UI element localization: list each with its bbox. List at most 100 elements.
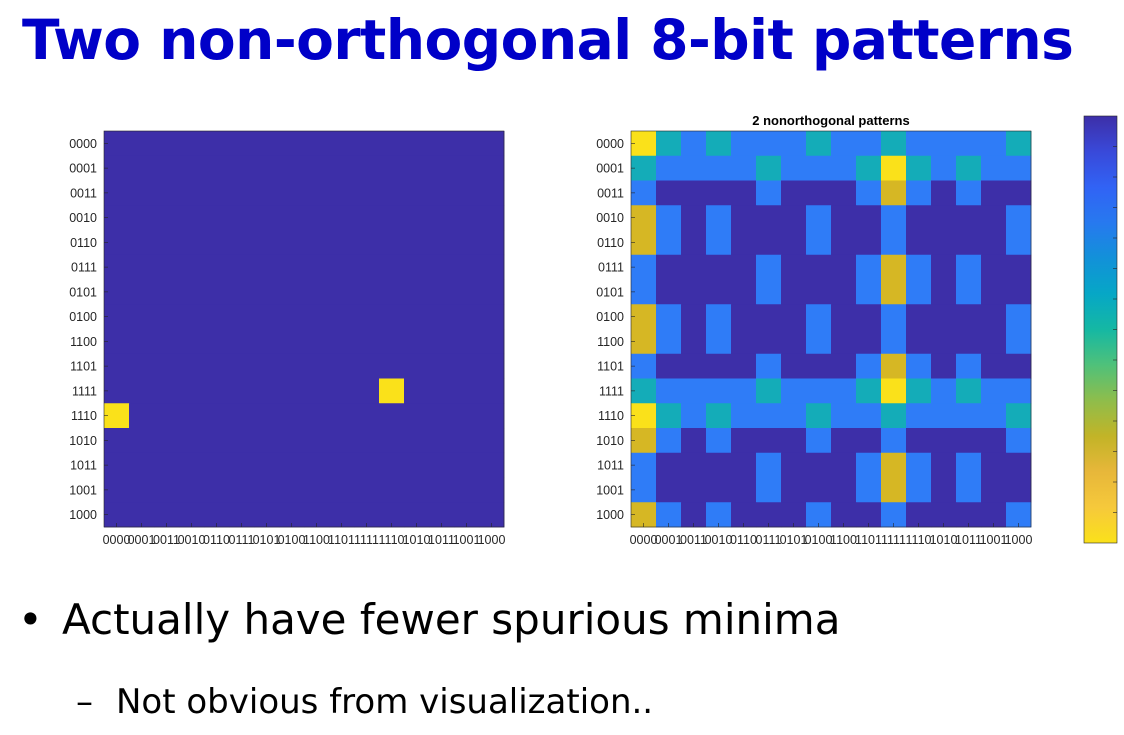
heatmap-cell (981, 452, 1007, 478)
heatmap-cell (681, 428, 707, 454)
heatmap-cell (279, 155, 305, 181)
colorbar-bar (1083, 115, 1118, 544)
heatmap-cell (706, 205, 732, 231)
heatmap-cell (931, 155, 957, 181)
heatmap-cell (154, 378, 180, 404)
bullet-text-2: Not obvious from visualization.. (116, 682, 654, 722)
heatmap-cell (179, 279, 205, 305)
heatmap-cell (731, 131, 757, 157)
heatmap-cell (104, 477, 130, 503)
heatmap-cell (229, 329, 255, 355)
heatmap-cell (129, 180, 155, 206)
heatmap-cell (706, 403, 732, 429)
heatmap-cell (631, 155, 657, 181)
heatmap-cell (756, 477, 782, 503)
heatmap-cell (706, 279, 732, 305)
heatmap-cell (379, 180, 405, 206)
heatmap-cell (379, 403, 405, 429)
heatmap-cell (906, 205, 932, 231)
heatmap-cell (254, 452, 280, 478)
heatmap-cell (831, 180, 857, 206)
y-tick-label: 0111 (71, 261, 97, 275)
heatmap-cell (279, 329, 305, 355)
heatmap-cell (656, 230, 682, 256)
heatmap-cell (856, 254, 882, 280)
heatmap-cell (229, 279, 255, 305)
heatmap-cell (856, 428, 882, 454)
heatmap-cell (329, 378, 355, 404)
heatmap-cell (329, 428, 355, 454)
heatmap-cell (404, 131, 430, 157)
heatmap-cell (781, 180, 807, 206)
heatmap-cell (254, 279, 280, 305)
heatmap-cell (204, 180, 230, 206)
y-tick-label: 0000 (596, 137, 624, 151)
heatmap-cell (656, 329, 682, 355)
heatmap-cell (931, 452, 957, 478)
heatmap-cell (731, 428, 757, 454)
heatmap-cell (781, 428, 807, 454)
heatmap-cell (479, 131, 505, 157)
heatmap-cell (204, 329, 230, 355)
heatmap-cell (731, 230, 757, 256)
heatmap-cell (404, 452, 430, 478)
heatmap-cell (179, 353, 205, 379)
x-tick-label: 1111 (354, 533, 379, 547)
heatmap-cell (354, 155, 380, 181)
heatmap-cell (981, 230, 1007, 256)
heatmap-cell (354, 131, 380, 157)
heatmap-cell (429, 205, 455, 231)
x-tick-label: 1100 (830, 533, 857, 547)
heatmap-cell (404, 304, 430, 330)
y-tick-label: 1010 (69, 434, 97, 448)
heatmap-cell (454, 378, 480, 404)
heatmap-cell (154, 428, 180, 454)
heatmap-cell (229, 403, 255, 429)
heatmap-cell (229, 428, 255, 454)
heatmap-cell (906, 378, 932, 404)
y-tick-label: 0110 (597, 236, 624, 250)
heatmap-cell (831, 477, 857, 503)
heatmap-cell (756, 452, 782, 478)
x-tick-label: 1111 (881, 533, 906, 547)
heatmap-cell (906, 131, 932, 157)
heatmap-cell (731, 254, 757, 280)
heatmap-cell (681, 403, 707, 429)
heatmap-cell (631, 477, 657, 503)
heatmap-cell (631, 279, 657, 305)
heatmap-cell (956, 254, 982, 280)
heatmap-cell (479, 279, 505, 305)
bullet-marker: • (18, 595, 43, 644)
heatmap-cell (429, 180, 455, 206)
heatmap-cell (756, 378, 782, 404)
heatmap-cell (881, 131, 907, 157)
x-tick-label: 1010 (930, 533, 958, 547)
heatmap-cell (881, 378, 907, 404)
heatmap-cell (981, 304, 1007, 330)
heatmap-cell (806, 329, 832, 355)
heatmap-cell (129, 428, 155, 454)
heatmap-cell (931, 428, 957, 454)
heatmap-cell (304, 428, 330, 454)
y-tick-label: 1110 (71, 409, 97, 423)
heatmap-cell (429, 403, 455, 429)
heatmap-cell (104, 428, 130, 454)
heatmap-cell (179, 180, 205, 206)
x-tick-label: 0111 (756, 533, 782, 547)
heatmap-cell (956, 131, 982, 157)
heatmap-cell (204, 428, 230, 454)
heatmap-cell (931, 353, 957, 379)
heatmap-cell (956, 428, 982, 454)
heatmap-cell (806, 254, 832, 280)
heatmap-cell (204, 205, 230, 231)
heatmap-cell (104, 378, 130, 404)
heatmap-cell (681, 279, 707, 305)
heatmap-cell (1006, 205, 1032, 231)
y-tick-label: 0010 (69, 211, 97, 225)
heatmap-cell (454, 180, 480, 206)
heatmap-cell (379, 205, 405, 231)
heatmap-cell (956, 477, 982, 503)
y-tick-label: 0000 (69, 137, 97, 151)
heatmap-cell (154, 353, 180, 379)
y-tick-label: 1001 (69, 483, 97, 497)
